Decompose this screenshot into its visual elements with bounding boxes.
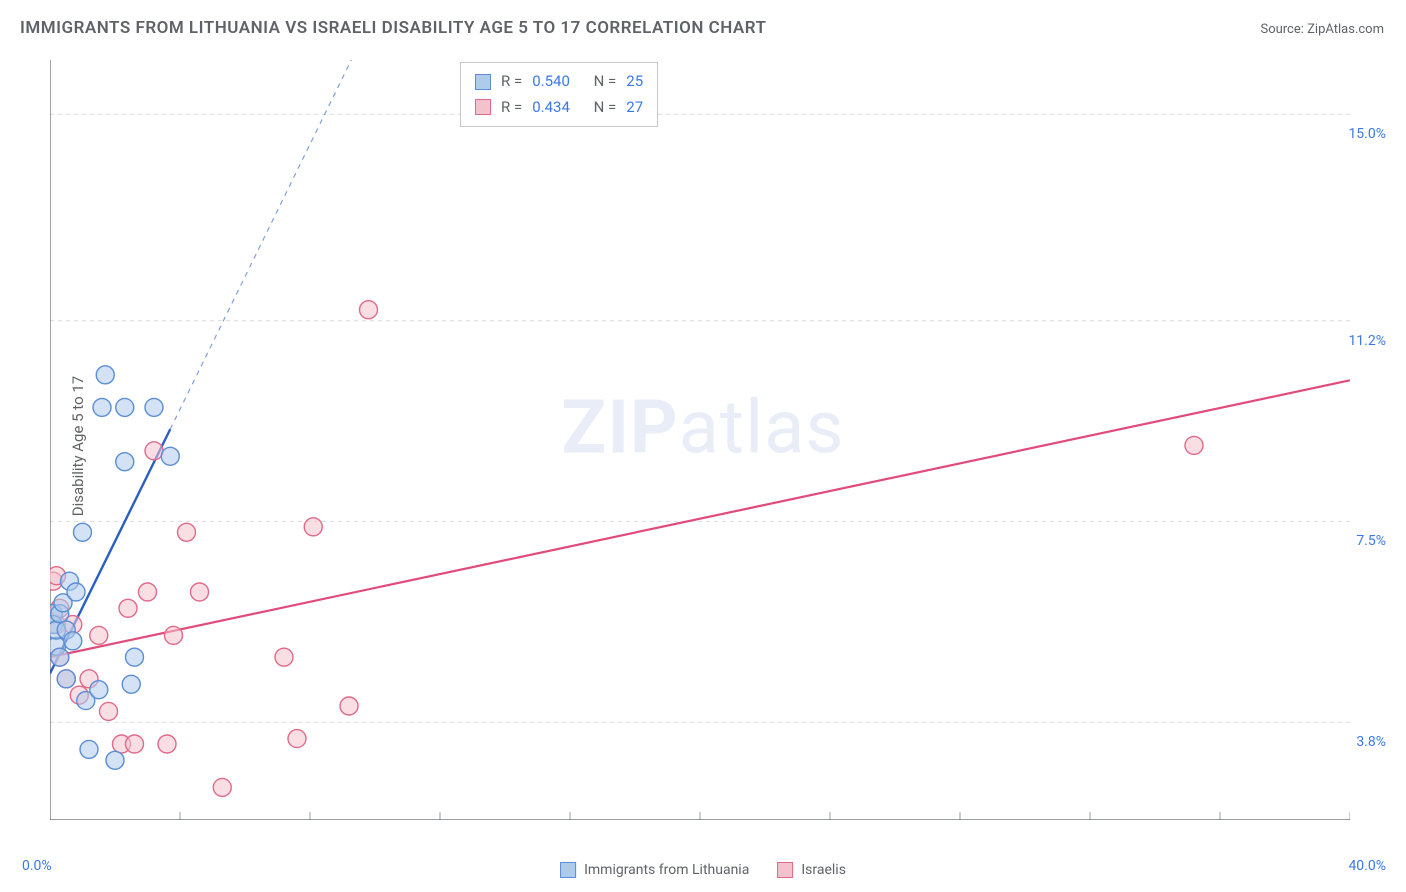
source-label: Source: ZipAtlas.com: [1260, 22, 1384, 37]
chart-area: [50, 60, 1350, 820]
r-value-1: 0.434: [532, 95, 570, 121]
swatch-bottom-1: [777, 862, 793, 878]
chart-title: IMMIGRANTS FROM LITHUANIA VS ISRAELI DIS…: [20, 18, 766, 38]
x-axis-min-label: 0.0%: [22, 858, 52, 874]
source-prefix: Source:: [1260, 22, 1307, 37]
r-label: R =: [501, 69, 522, 95]
legend-row-series-1: R = 0.434 N = 27: [475, 95, 643, 121]
correlation-legend: R = 0.540 N = 25 R = 0.434 N = 27: [460, 62, 658, 127]
n-value-1: 27: [626, 95, 643, 121]
r-value-0: 0.540: [532, 69, 570, 95]
n-value-0: 25: [626, 69, 643, 95]
y-tick-label: 3.8%: [1326, 734, 1386, 750]
swatch-series-1: [475, 99, 491, 115]
legend-item-1: Israelis: [777, 862, 846, 878]
swatch-series-0: [475, 74, 491, 90]
x-axis-max-label: 40.0%: [1348, 858, 1386, 874]
legend-label-1: Israelis: [801, 862, 846, 878]
legend-item-0: Immigrants from Lithuania: [560, 862, 749, 878]
y-tick-label: 11.2%: [1326, 333, 1386, 349]
legend-row-series-0: R = 0.540 N = 25: [475, 69, 643, 95]
y-tick-label: 7.5%: [1326, 533, 1386, 549]
swatch-bottom-0: [560, 862, 576, 878]
y-tick-label: 15.0%: [1326, 126, 1386, 142]
n-label: N =: [594, 95, 617, 121]
scatter-chart: [50, 60, 1350, 820]
r-label: R =: [501, 95, 522, 121]
series-legend: Immigrants from Lithuania Israelis: [560, 862, 846, 878]
source-name: ZipAtlas.com: [1307, 22, 1384, 37]
legend-label-0: Immigrants from Lithuania: [584, 862, 749, 878]
n-label: N =: [594, 69, 617, 95]
